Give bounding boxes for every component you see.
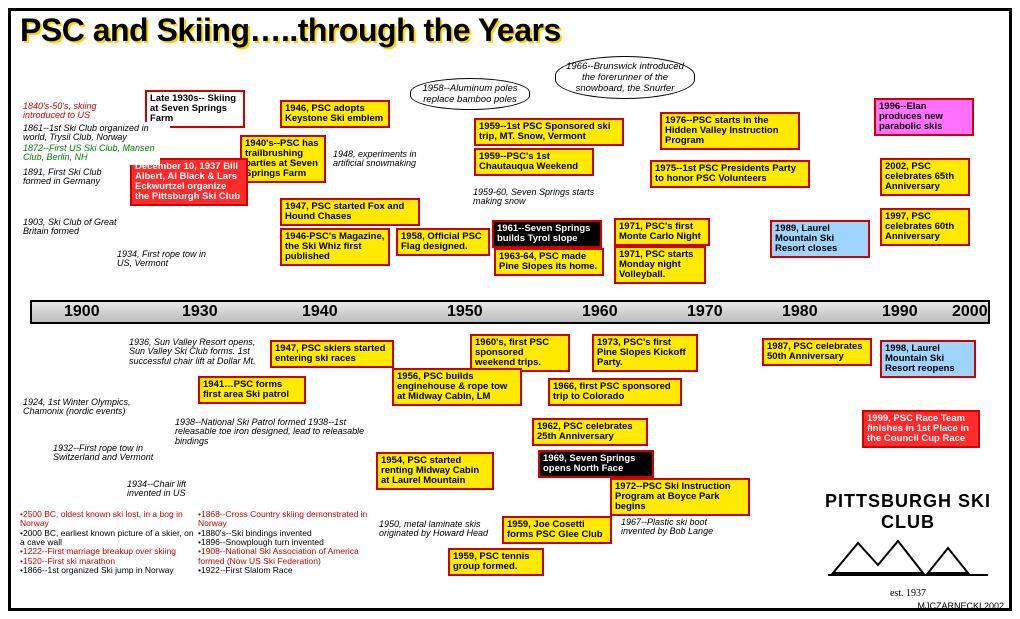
timeline-event: 1998, Laurel Mountain Ski Resort reopens	[880, 340, 976, 378]
info-bubble: 1966--Brunswick introduced the forerunne…	[555, 56, 695, 99]
timeline-event: 1934--Chair lift invented in US	[124, 478, 216, 501]
timeline-event: 1940's--PSC has trailbrushing parties at…	[240, 135, 326, 183]
timeline-event: 1948, experiments in artificial snowmaki…	[330, 148, 440, 171]
timeline-event: 1947, PSC started Fox and Hound Chases	[280, 198, 420, 226]
year-tick: 1950	[447, 303, 483, 321]
year-tick: 1940	[302, 303, 338, 321]
timeline-event: 1963-64, PSC made Pine Slopes its home.	[494, 248, 604, 276]
timeline-event: 1840's-50's, skiing introduced to US	[20, 100, 120, 123]
timeline-event: 1946, PSC adopts Keystone Ski emblem	[280, 100, 390, 128]
timeline-event: 1872--First US Ski Club, Mansen Club, Be…	[20, 142, 160, 165]
timeline-event: 1971, PSC's first Monte Carlo Night	[614, 218, 710, 246]
logo-est: est. 1937	[818, 588, 998, 599]
year-tick: 1930	[182, 303, 218, 321]
timeline-event: 1976--PSC starts in the Hidden Valley In…	[660, 112, 800, 150]
timeline-event: 1975--1st PSC Presidents Party to honor …	[650, 160, 810, 188]
timeline-event: 1987, PSC celebrates 50th Anniversary	[762, 338, 872, 366]
timeline-event: 1996--Elan produces new parabolic skis	[874, 98, 974, 136]
year-tick: 1960	[582, 303, 618, 321]
timeline-event: 1941…PSC forms first area Ski patrol	[198, 376, 306, 404]
page-title: PSC and Skiing…..through the Years	[20, 12, 561, 49]
timeline-event: 1903, Ski Club of Great Britain formed	[20, 216, 130, 239]
timeline-event: 1972--PSC Ski Instruction Program at Boy…	[610, 478, 750, 516]
timeline-event: 1950, metal laminate skis originated by …	[376, 518, 496, 541]
timeline-event: 1959-60, Seven Springs starts making sno…	[470, 186, 620, 209]
timeline-event: 1997, PSC celebrates 60th Anniversary	[880, 208, 970, 246]
timeline-event: 1958, Official PSC Flag designed.	[396, 228, 490, 256]
timeline-event: 1989, Laurel Mountain Ski Resort closes	[770, 220, 870, 258]
psc-logo: PITTSBURGH SKI CLUB est. 1937	[818, 491, 998, 599]
year-tick: 1990	[882, 303, 918, 321]
logo-graphic	[828, 533, 988, 583]
author-credit: MJCZARNECKI 2002	[917, 601, 1004, 611]
timeline-event: 1947, PSC skiers started entering ski ra…	[270, 340, 394, 368]
info-bubble: 1958--Aluminum poles replace bamboo pole…	[410, 78, 530, 110]
timeline-event: 1932--First rope tow in Switzerland and …	[50, 442, 160, 465]
timeline-event: 1973, PSC's first Pine Slopes Kickoff Pa…	[592, 334, 698, 372]
year-tick: 2000	[952, 303, 988, 321]
timeline-event: 1967--Plastic ski boot invented by Bob L…	[618, 516, 738, 539]
timeline-event: 1891, First Ski Club formed in Germany	[20, 166, 130, 189]
footnotes-left: •2500 BC, oldest known ski lost, in a bo…	[20, 510, 195, 575]
year-tick: 1900	[64, 303, 100, 321]
timeline-axis: 1900 1930 1940 1950 1960 1970 1980 1990 2000	[30, 300, 990, 324]
year-tick: 1980	[782, 303, 818, 321]
timeline-event: 1946-PSC's Magazine, the Ski Whiz first …	[280, 228, 390, 266]
timeline-event: 1969, Seven Springs opens North Face	[538, 450, 654, 478]
year-tick: 1970	[687, 303, 723, 321]
timeline-event: 1959, Joe Cosetti forms PSC Glee Club	[502, 516, 612, 544]
timeline-event: 1960's, first PSC sponsored weekend trip…	[470, 334, 570, 372]
timeline-event: December 10, 1937 Bill Albert, Al Black …	[130, 158, 248, 206]
timeline-event: 1971, PSC starts Monday night Volleyball…	[614, 246, 706, 284]
timeline-event: 1999, PSC Race Team finishes in 1st Plac…	[862, 410, 980, 448]
timeline-event: 1956, PSC builds enginehouse & rope tow …	[392, 368, 522, 406]
timeline-event: 1934, First rope tow in US, Vermont	[114, 248, 220, 271]
timeline-event: 1959--1st PSC Sponsored ski trip, MT. Sn…	[474, 118, 624, 146]
timeline-event: 1936, Sun Valley Resort opens, Sun Valle…	[126, 336, 268, 368]
timeline-event: 1924, 1st Winter Olympics, Chamonix (nor…	[20, 396, 170, 419]
timeline-event: 1961--Seven Springs builds Tyrol slope	[492, 220, 602, 248]
logo-title: PITTSBURGH SKI CLUB	[818, 491, 998, 533]
timeline-event: 1962, PSC celebrates 25th Anniversary	[532, 418, 648, 446]
timeline-event: 1938--National Ski Patrol formed 1938--1…	[172, 416, 372, 448]
timeline-event: 1954, PSC started renting Midway Cabin a…	[376, 452, 494, 490]
timeline-event: 1959--PSC's 1st Chautauqua Weekend	[474, 148, 594, 176]
timeline-event: 1966, first PSC sponsored trip to Colora…	[548, 378, 682, 406]
timeline-event: 2002, PSC celebrates 65th Anniversary	[880, 158, 970, 196]
footnotes-right: •1868--Cross Country skiing demonstrated…	[198, 510, 368, 575]
timeline-event: 1959, PSC tennis group formed.	[448, 548, 544, 576]
